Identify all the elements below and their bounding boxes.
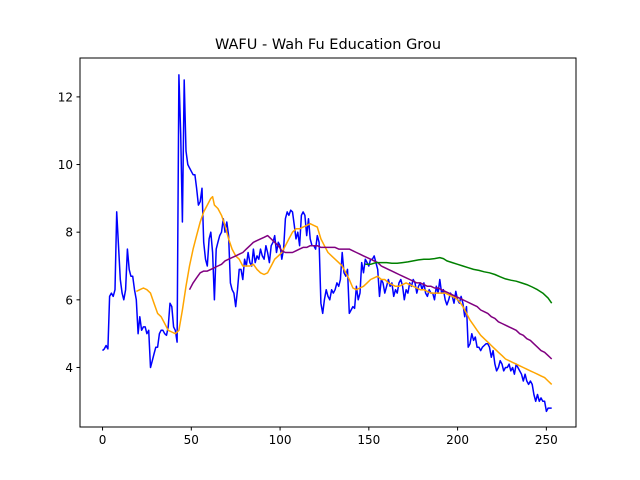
plot-frame <box>79 57 577 428</box>
x-tick-label: 50 <box>184 433 199 447</box>
x-tick-label: 150 <box>357 433 380 447</box>
y-axis: 4 6 8 10 12 <box>58 90 80 375</box>
series-line-2 <box>135 195 553 385</box>
chart-title: WAFU - Wah Fu Education Grou <box>215 37 441 53</box>
y-tick-label: 4 <box>65 361 73 375</box>
x-axis: 0 50 100 150 200 250 <box>99 427 558 447</box>
y-tick-label: 10 <box>58 158 73 172</box>
y-tick-label: 6 <box>65 293 73 307</box>
x-tick-label: 250 <box>535 433 558 447</box>
series-layer <box>101 74 553 413</box>
x-tick-label: 100 <box>269 433 292 447</box>
y-tick-label: 8 <box>65 226 73 240</box>
series-line-4 <box>365 256 553 304</box>
series-line-3 <box>188 234 553 360</box>
x-tick-label: 200 <box>446 433 469 447</box>
y-tick-label: 12 <box>58 90 73 104</box>
series-line-1 <box>101 74 552 413</box>
x-tick-label: 0 <box>99 433 107 447</box>
